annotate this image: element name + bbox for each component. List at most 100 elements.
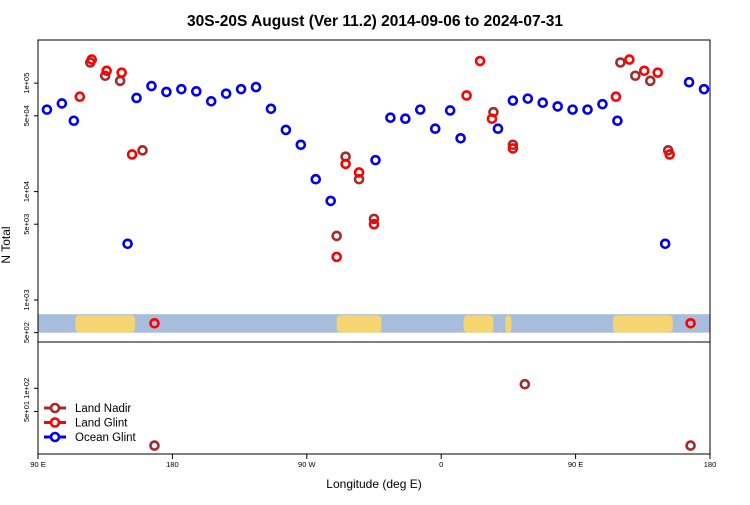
data-point <box>116 67 127 78</box>
data-point <box>310 173 322 185</box>
data-point <box>205 96 217 107</box>
data-point <box>519 378 531 390</box>
data-point <box>149 317 160 329</box>
series-land-nadir <box>84 57 696 451</box>
data-point <box>370 154 381 166</box>
data-point <box>638 65 650 77</box>
lower-y-axis: 5e+01 1e+02 <box>22 342 39 454</box>
data-point <box>644 75 656 87</box>
data-point <box>597 98 608 110</box>
data-point <box>507 139 519 151</box>
series-land-glint <box>74 54 696 329</box>
data-point <box>610 91 622 102</box>
y-axis-label: N Total <box>0 226 13 263</box>
data-point <box>685 440 696 451</box>
data-point <box>41 104 53 115</box>
data-point <box>161 86 172 98</box>
data-point <box>492 123 504 135</box>
land-mass <box>463 315 494 333</box>
legend-swatch-marker <box>49 417 61 428</box>
data-point <box>400 113 411 125</box>
data-point <box>652 67 664 78</box>
legend-item: Ocean Glint <box>44 431 137 444</box>
land-mass <box>505 315 512 333</box>
x-tick-label: 0 <box>439 460 443 469</box>
land-ocean-mask-band <box>38 314 710 333</box>
data-point <box>220 88 232 99</box>
x-tick-label: 180 <box>704 460 717 469</box>
upper-y-axis: 5e+02 1e+03 5e+03 1e+04 5e+04 1e+05 <box>22 40 39 343</box>
data-point <box>507 95 519 106</box>
data-point <box>368 218 380 230</box>
data-point <box>149 440 160 451</box>
chart-title: 30S-20S August (Ver 11.2) 2014-09-06 to … <box>187 13 563 30</box>
y-tick-label: 1e+04 <box>22 181 31 202</box>
y-tick-label: 1e+03 <box>22 289 31 310</box>
data-point <box>461 90 472 101</box>
x-tick-label: 90 W <box>298 460 316 469</box>
data-point <box>340 158 351 170</box>
x-tick-label: 90 E <box>568 460 583 469</box>
y-tick-label: 1e+05 <box>22 73 31 94</box>
data-point <box>507 143 519 154</box>
data-point <box>235 83 247 95</box>
land-mass <box>75 315 136 333</box>
data-point <box>331 251 342 263</box>
data-point <box>685 317 696 329</box>
y-tick-label: 5e+04 <box>22 105 31 126</box>
data-point <box>429 123 441 135</box>
legend: Land Nadir Land Glint Ocean Glint <box>44 402 137 444</box>
data-point <box>68 115 80 127</box>
legend-swatch-marker <box>49 402 61 414</box>
data-point <box>683 76 695 88</box>
data-point <box>86 54 98 65</box>
x-tick-label: 90 E <box>30 460 45 469</box>
data-point <box>612 115 623 127</box>
data-point <box>176 83 187 95</box>
data-point <box>137 145 148 156</box>
y-tick-label: 5e+02 <box>22 322 31 343</box>
data-point <box>101 65 112 77</box>
data-point <box>353 167 365 178</box>
data-point <box>325 195 336 207</box>
data-point <box>331 230 342 242</box>
data-point <box>552 101 563 112</box>
data-point <box>615 57 626 68</box>
data-point <box>250 81 262 93</box>
legend-swatch-marker <box>49 431 61 443</box>
data-point <box>414 104 426 115</box>
legend-label: Ocean Glint <box>75 432 137 444</box>
data-point <box>114 75 126 87</box>
data-point <box>522 93 534 104</box>
x-tick-label: 180 <box>166 460 179 469</box>
data-point <box>295 139 307 151</box>
lower-panel-frame <box>37 341 711 455</box>
y-tick-label: 1e+02 <box>22 378 31 399</box>
data-point <box>659 238 671 250</box>
data-point <box>630 70 641 82</box>
land-mass <box>612 315 673 333</box>
data-point <box>474 55 486 67</box>
data-point <box>265 103 277 115</box>
data-point <box>99 70 111 82</box>
data-point <box>56 98 68 109</box>
data-point <box>664 149 675 160</box>
data-point <box>624 54 635 65</box>
legend-label: Land Nadir <box>75 403 131 415</box>
y-tick-label: 5e+03 <box>22 214 31 235</box>
data-point <box>455 133 466 144</box>
data-point <box>698 83 710 95</box>
legend-item: Land Glint <box>44 417 128 430</box>
data-point <box>126 149 138 160</box>
data-point <box>74 91 86 102</box>
upper-panel-frame <box>37 39 711 343</box>
data-point <box>122 238 133 250</box>
legend-label: Land Glint <box>75 418 128 430</box>
data-point <box>190 86 202 97</box>
series-layer <box>41 54 710 451</box>
legend-item: Land Nadir <box>44 402 131 415</box>
data-point <box>537 97 549 109</box>
data-point <box>567 104 578 115</box>
data-point <box>131 92 142 104</box>
